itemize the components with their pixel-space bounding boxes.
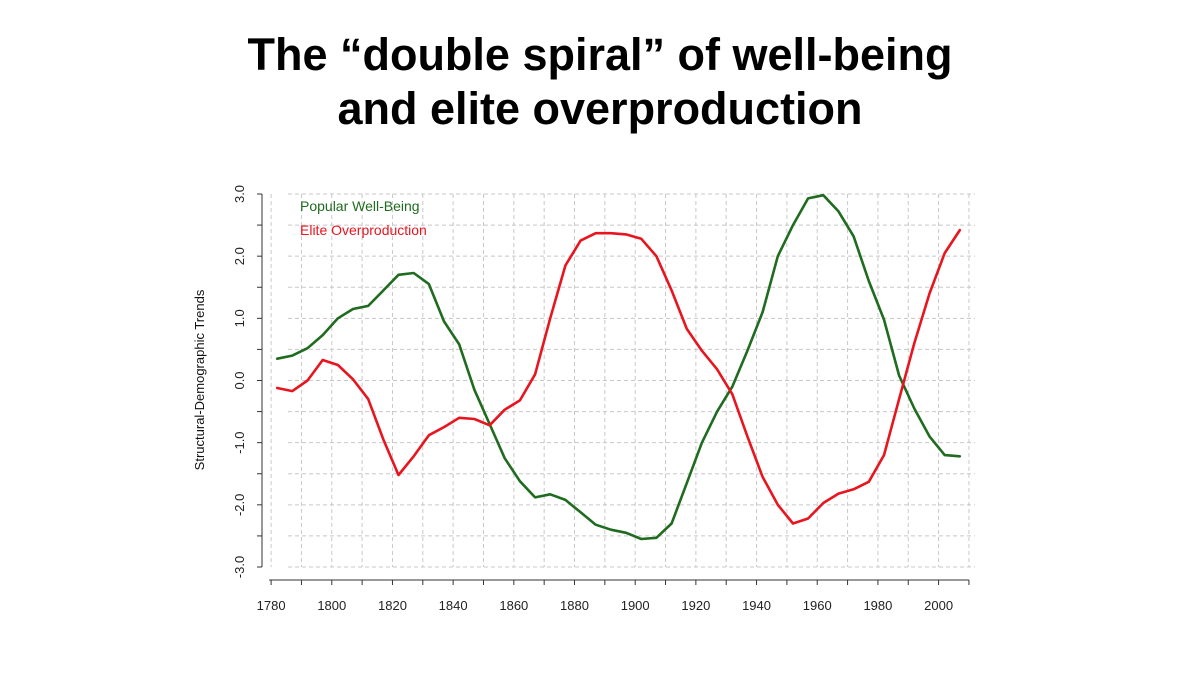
- y-tick-label: 3.0: [232, 185, 247, 203]
- x-tick-label: 1780: [257, 598, 286, 613]
- chart-legend: Popular Well-Being Elite Overproduction: [300, 198, 427, 238]
- x-tick-label: 1840: [439, 598, 468, 613]
- x-tick-label: 1980: [863, 598, 892, 613]
- x-tick-label: 2000: [924, 598, 953, 613]
- x-tick-label: 1960: [803, 598, 832, 613]
- y-tick-label: -1.0: [232, 431, 247, 453]
- x-tick-label: 1900: [621, 598, 650, 613]
- y-tick-label: 1.0: [232, 309, 247, 327]
- y-tick-label: -3.0: [232, 556, 247, 578]
- y-tick-label: 0.0: [232, 371, 247, 389]
- slide-title-line-1: The “double spiral” of well-being: [247, 29, 953, 80]
- x-tick-label: 1920: [681, 598, 710, 613]
- legend-entry-popular-well-being: Popular Well-Being: [300, 198, 420, 214]
- x-tick-label: 1940: [742, 598, 771, 613]
- series-line-popular-well-being: [275, 193, 962, 541]
- x-tick-label: 1800: [317, 598, 346, 613]
- x-tick-label: 1860: [499, 598, 528, 613]
- series-line-elite-overproduction: [275, 228, 962, 525]
- y-tick-label: 2.0: [232, 247, 247, 265]
- chart-series: [275, 193, 962, 541]
- chart-grid: [270, 193, 975, 568]
- slide-title: The “double spiral” of well-being and el…: [0, 28, 1200, 136]
- y-tick-label: -2.0: [232, 494, 247, 516]
- x-tick-label: 1820: [378, 598, 407, 613]
- chart-axes: 1780 1800 1820 1840 1860 1880 1900 1920 1940 1960…: [232, 185, 970, 613]
- legend-entry-elite-overproduction: Elite Overproduction: [300, 222, 427, 238]
- y-axis-label: Structural-Demographic Trends: [192, 289, 207, 470]
- slide-title-line-2: and elite overproduction: [337, 83, 863, 134]
- x-tick-label: 1880: [560, 598, 589, 613]
